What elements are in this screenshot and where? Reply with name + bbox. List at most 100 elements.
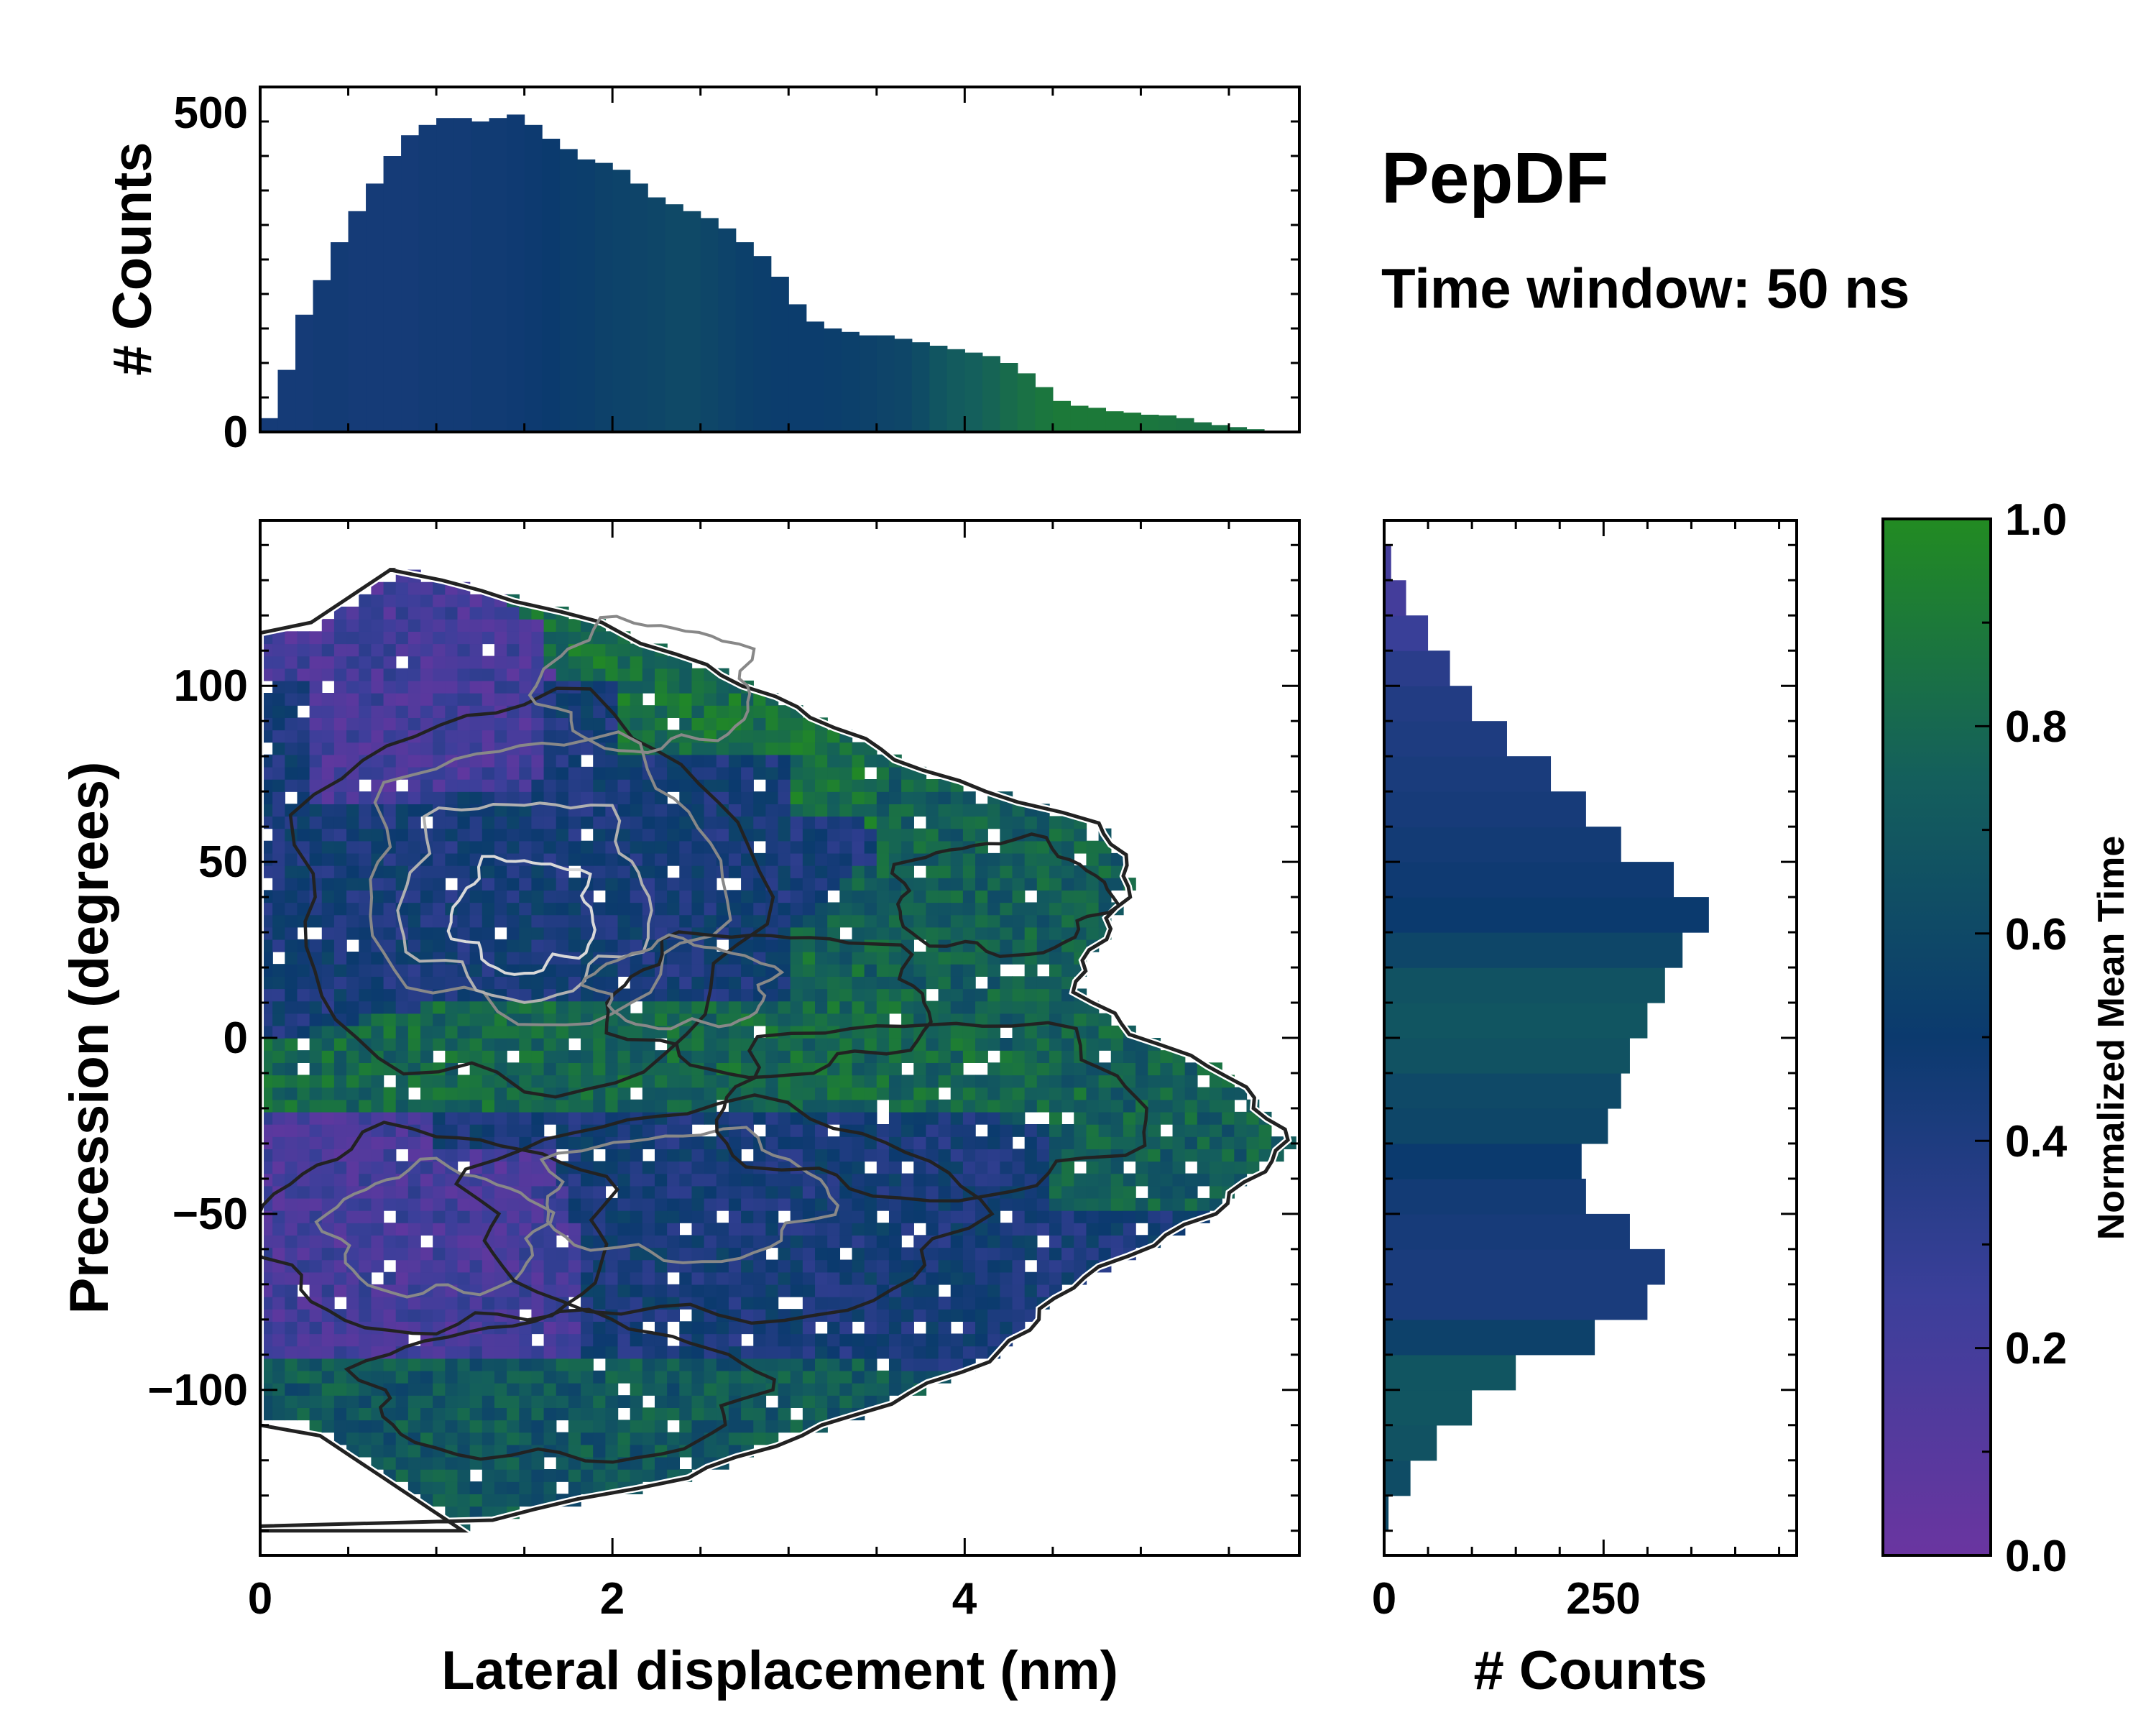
heatmap-cell bbox=[827, 1087, 841, 1100]
heatmap-cell bbox=[630, 1469, 643, 1482]
heatmap-cell bbox=[815, 1284, 828, 1297]
heatmap-cell bbox=[568, 1333, 581, 1347]
heatmap-cell bbox=[494, 840, 507, 854]
heatmap-cell bbox=[926, 1271, 939, 1285]
heatmap-cell bbox=[1172, 1111, 1186, 1125]
heatmap-cell bbox=[926, 1185, 939, 1199]
heatmap-cell bbox=[531, 828, 545, 842]
heatmap-cell bbox=[507, 1407, 520, 1421]
heatmap-cell bbox=[815, 1407, 828, 1421]
heatmap-cell bbox=[1024, 865, 1038, 878]
heatmap-cell bbox=[950, 1161, 964, 1174]
heatmap-cell bbox=[704, 1050, 717, 1063]
heatmap-cell bbox=[691, 902, 705, 916]
heatmap-cell bbox=[1110, 1185, 1124, 1199]
heatmap-cell bbox=[790, 1111, 803, 1125]
heatmap-cell bbox=[704, 1038, 717, 1051]
heatmap-cell bbox=[556, 1370, 569, 1384]
heatmap-cell bbox=[1024, 1247, 1038, 1261]
heatmap-cell bbox=[901, 1050, 914, 1063]
heatmap-cell bbox=[494, 1050, 507, 1063]
heatmap-cell bbox=[864, 988, 877, 1002]
right-histogram-bar bbox=[1384, 756, 1552, 792]
heatmap-cell bbox=[309, 1407, 323, 1421]
heatmap-cell bbox=[333, 643, 347, 657]
heatmap-cell bbox=[1098, 1210, 1112, 1223]
heatmap-cell bbox=[556, 1210, 569, 1223]
heatmap-cell bbox=[962, 952, 976, 965]
heatmap-cell bbox=[346, 964, 359, 977]
top-histogram-bar bbox=[806, 321, 824, 432]
heatmap-cell bbox=[765, 939, 779, 952]
heatmap-cell bbox=[765, 1432, 779, 1445]
heatmap-cell bbox=[457, 1432, 471, 1445]
heatmap-cell bbox=[359, 1383, 372, 1396]
heatmap-cell bbox=[433, 1259, 446, 1273]
heatmap-cell bbox=[371, 1149, 384, 1162]
heatmap-cell bbox=[507, 1358, 520, 1371]
heatmap-cell bbox=[617, 1099, 631, 1113]
heatmap-cell bbox=[728, 1210, 742, 1223]
heatmap-cell bbox=[975, 1173, 988, 1187]
heatmap-cell bbox=[297, 1210, 310, 1223]
heatmap-cell bbox=[519, 1161, 533, 1174]
heatmap-cell bbox=[309, 1173, 323, 1187]
heatmap-cell bbox=[1024, 1025, 1038, 1039]
heatmap-cell bbox=[568, 914, 581, 928]
heatmap-cell bbox=[1086, 1038, 1100, 1051]
heatmap-cell bbox=[346, 1346, 359, 1359]
top-histogram-bar bbox=[489, 118, 507, 432]
colorbar-tick-label: 0.6 bbox=[2005, 910, 2067, 960]
heatmap-cell bbox=[888, 1333, 902, 1347]
heatmap-cell bbox=[1049, 952, 1062, 965]
heatmap-cell bbox=[333, 619, 347, 632]
heatmap-cell bbox=[359, 878, 372, 891]
heatmap-cell bbox=[987, 1321, 1001, 1335]
heatmap-cell bbox=[272, 754, 286, 768]
heatmap-cell bbox=[420, 1038, 433, 1051]
heatmap-cell bbox=[383, 668, 397, 681]
heatmap-cell bbox=[605, 914, 619, 928]
heatmap-cell bbox=[556, 964, 569, 977]
heatmap-cell bbox=[1086, 1124, 1100, 1137]
heatmap-cell bbox=[469, 890, 483, 903]
heatmap-cell bbox=[371, 902, 384, 916]
heatmap-cell bbox=[1024, 1000, 1038, 1014]
top-histogram-bar bbox=[824, 328, 842, 432]
heatmap-cell bbox=[654, 852, 668, 866]
heatmap-cell bbox=[321, 1197, 335, 1211]
heatmap-cell bbox=[926, 1111, 939, 1125]
heatmap-cell bbox=[383, 804, 397, 817]
heatmap-cell bbox=[630, 1223, 643, 1236]
heatmap-cell bbox=[321, 1284, 335, 1297]
heatmap-cell bbox=[457, 852, 471, 866]
heatmap-cell bbox=[642, 705, 655, 718]
heatmap-cell bbox=[654, 1149, 668, 1162]
heatmap-cell bbox=[272, 1111, 286, 1125]
heatmap-cell bbox=[642, 1469, 655, 1482]
heatmap-cell bbox=[457, 1210, 471, 1223]
heatmap-cell bbox=[938, 1124, 952, 1137]
heatmap-cell bbox=[630, 1259, 643, 1273]
heatmap-cell bbox=[642, 1358, 655, 1371]
heatmap-cell bbox=[975, 1259, 988, 1273]
heatmap-cell bbox=[716, 1383, 729, 1396]
heatmap-cell bbox=[1222, 1087, 1235, 1100]
heatmap-cell bbox=[778, 1124, 791, 1137]
heatmap-cell bbox=[568, 1185, 581, 1199]
heatmap-cell bbox=[950, 1038, 964, 1051]
heatmap-cell bbox=[704, 1271, 717, 1285]
heatmap-cell bbox=[272, 1223, 286, 1236]
heatmap-cell bbox=[617, 1223, 631, 1236]
heatmap-cell bbox=[667, 1223, 681, 1236]
heatmap-cell bbox=[765, 1197, 779, 1211]
heatmap-cell bbox=[827, 1062, 841, 1076]
heatmap-cell bbox=[543, 1469, 557, 1482]
heatmap-cell bbox=[962, 828, 976, 842]
heatmap-cell bbox=[741, 1185, 754, 1199]
heatmap-cell bbox=[272, 643, 286, 657]
heatmap-cell bbox=[272, 914, 286, 928]
heatmap-cell bbox=[962, 1271, 976, 1285]
heatmap-cell bbox=[371, 1432, 384, 1445]
heatmap-cell bbox=[531, 1420, 545, 1433]
